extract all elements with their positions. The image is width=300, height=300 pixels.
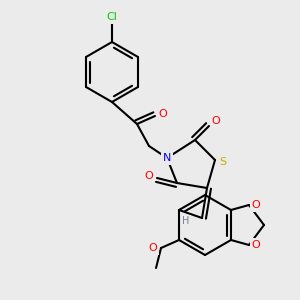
Text: O: O <box>145 171 153 181</box>
Text: O: O <box>252 240 260 250</box>
Text: H: H <box>182 216 190 226</box>
Text: O: O <box>252 200 260 210</box>
Text: O: O <box>212 116 220 126</box>
Text: S: S <box>219 157 226 167</box>
Text: O: O <box>159 109 167 119</box>
Text: O: O <box>148 243 158 253</box>
Text: Cl: Cl <box>106 12 117 22</box>
Text: N: N <box>163 153 171 163</box>
